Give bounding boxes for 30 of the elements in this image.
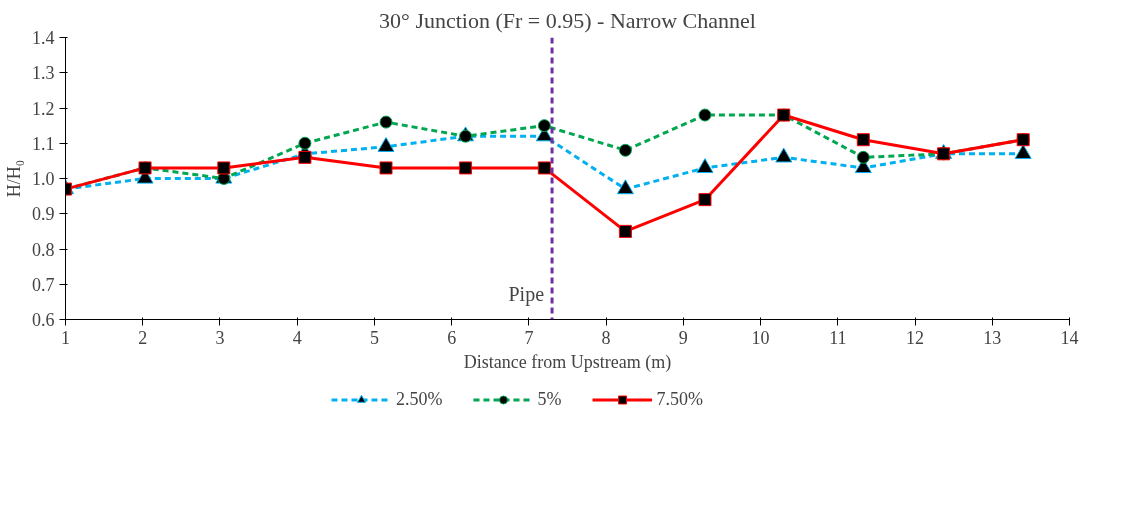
x-tick-label: 6 <box>447 327 457 348</box>
legend-label: 5% <box>537 388 562 410</box>
x-tick-label: 1 <box>61 327 70 348</box>
legend-label: 7.50% <box>656 388 703 410</box>
x-axis-title: Distance from Upstream (m) <box>463 351 672 373</box>
x-tick-label: 14 <box>1060 327 1079 348</box>
y-tick-label: 1.2 <box>32 98 55 119</box>
y-tick-label: 1.0 <box>32 169 55 189</box>
x-tick-label: 10 <box>751 327 770 348</box>
legend-label: 2.50% <box>396 388 443 410</box>
x-tick-label: 13 <box>983 327 1002 348</box>
y-tick-label: 1.1 <box>32 133 55 154</box>
y-tick-label: 0.7 <box>32 274 55 295</box>
chart-title: 30° Junction (Fr = 0.95) - Narrow Channel <box>379 7 756 33</box>
y-axis-title: H/H₀ <box>4 159 24 198</box>
y-tick-label: 0.8 <box>32 239 55 260</box>
x-tick-label: 5 <box>369 327 379 348</box>
x-tick-label: 11 <box>829 327 847 348</box>
y-tick-label: 1.4 <box>32 28 55 48</box>
y-tick-label: 1.3 <box>32 63 55 84</box>
x-tick-label: 7 <box>524 327 534 348</box>
x-tick-label: 3 <box>215 327 225 348</box>
x-tick-label: 8 <box>601 327 611 348</box>
y-tick-label: 0.9 <box>32 204 55 225</box>
ref-line-label: Pipe <box>508 283 545 307</box>
x-tick-label: 4 <box>292 327 302 348</box>
y-tick-label: 0.6 <box>32 310 55 330</box>
x-tick-label: 12 <box>906 327 925 348</box>
x-tick-label: 2 <box>138 327 148 348</box>
x-tick-label: 9 <box>678 327 688 348</box>
